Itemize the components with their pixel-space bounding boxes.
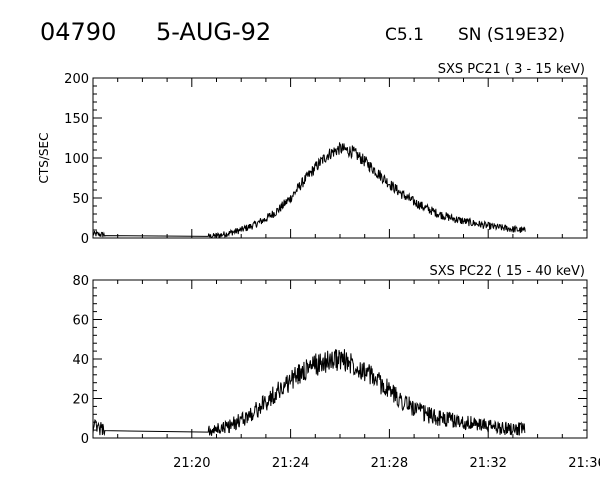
y-tick-label: 40 — [72, 353, 89, 368]
y-tick-label: 60 — [72, 314, 89, 329]
y-tick-label: 100 — [64, 152, 89, 167]
x-tick-label: 21:20 — [173, 456, 210, 471]
panel-pc21: SXS PC21 ( 3 - 15 keV) CTS/SEC 0 50 100 150 20… — [37, 62, 588, 247]
y-tick-label: 20 — [72, 393, 89, 408]
x-tick-label: 21:36 — [568, 456, 600, 471]
y-axis-label: CTS/SEC — [37, 133, 51, 184]
x-tick-label: 21:24 — [272, 456, 309, 471]
panel-pc22: SXS PC22 ( 15 - 40 keV) 0 20 40 60 80 21:20 21:… — [72, 264, 600, 471]
y-tick-label: 150 — [64, 112, 89, 127]
series-line — [93, 349, 526, 436]
y-tick-label: 0 — [81, 232, 89, 247]
series-line — [93, 142, 526, 238]
y-tick-label: 80 — [72, 274, 89, 289]
y-tick-label: 50 — [72, 192, 89, 207]
y-tick-label: 0 — [81, 432, 89, 447]
panel-title: SXS PC21 ( 3 - 15 keV) — [438, 62, 585, 77]
panel-title: SXS PC22 ( 15 - 40 keV) — [429, 264, 585, 279]
x-tick-label: 21:28 — [371, 456, 408, 471]
event-date: 5-AUG-92 — [156, 18, 271, 46]
flare-class: C5.1 — [385, 25, 424, 45]
x-tick-label: 21:32 — [469, 456, 506, 471]
flare-location: SN (S19E32) — [458, 25, 565, 45]
y-tick-label: 200 — [64, 72, 89, 87]
plot-frame — [92, 77, 588, 239]
event-id: 04790 — [40, 18, 116, 46]
